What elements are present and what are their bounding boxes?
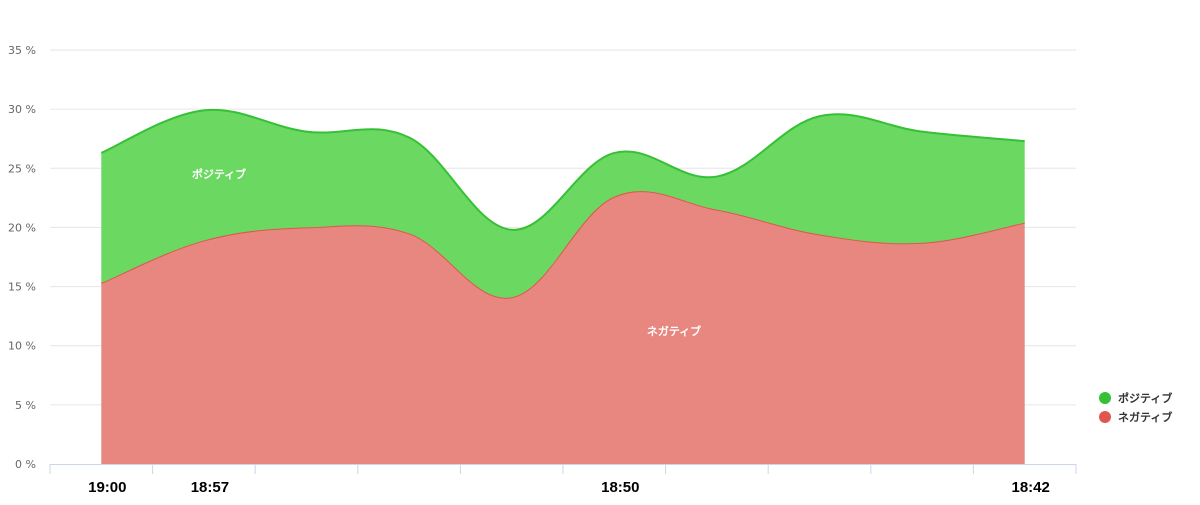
y-tick-label: 25 % [8,162,36,175]
y-tick-label: 0 % [15,458,36,471]
legend-item-negative[interactable]: ネガティブ [1099,410,1172,424]
legend-item-positive[interactable]: ポジティブ [1099,391,1172,405]
y-axis: 0 % 5 % 10 % 15 % 20 % 25 % 30 % 35 % [8,44,36,471]
x-tick-label: 18:50 [601,479,639,496]
y-tick-label: 10 % [8,340,36,353]
area-label-positive: ポジティブ [192,167,246,181]
legend-marker-positive [1099,392,1111,404]
area-negative[interactable] [101,191,1025,464]
line-positive [100,108,1025,231]
y-tick-label: 5 % [15,399,36,412]
y-tick-label: 20 % [8,221,36,234]
y-tick-label: 35 % [8,44,36,57]
y-tick-label: 30 % [8,103,36,116]
x-tick-label: 18:57 [191,479,229,496]
legend-label-positive: ポジティブ [1118,391,1172,405]
y-tick-label: 15 % [8,281,36,294]
legend-label-negative: ネガティブ [1118,410,1172,424]
x-tick-label: 18:42 [1012,479,1050,496]
plot-area [100,108,1025,464]
x-tick-label: 19:00 [88,479,126,496]
legend: ポジティブ ネガティブ [1099,391,1172,424]
legend-marker-negative [1099,411,1111,423]
area-label-negative: ネガティブ [647,324,701,338]
area-positive[interactable] [101,109,1025,298]
x-axis: 19:00 18:57 18:50 18:42 [49,464,1077,496]
